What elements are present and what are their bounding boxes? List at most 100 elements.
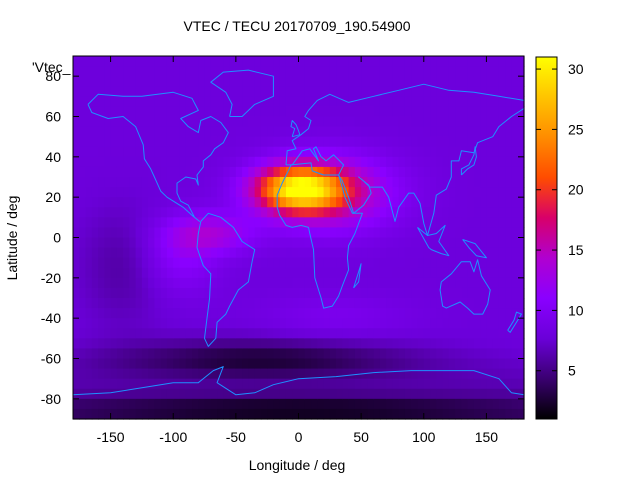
heatmap-cell: [336, 358, 343, 370]
heatmap-cell: [285, 318, 293, 329]
heatmap-cell: [336, 96, 343, 108]
heatmap-cell: [148, 197, 156, 208]
heatmap-cell: [430, 298, 437, 309]
heatmap-cell: [342, 368, 350, 380]
heatmap-cell: [392, 308, 400, 319]
heatmap-cell: [392, 187, 400, 198]
heatmap-cell: [91, 318, 99, 329]
heatmap-cell: [323, 267, 331, 279]
heatmap-cell: [304, 96, 312, 108]
heatmap-cell: [135, 257, 143, 269]
heatmap-cell: [417, 237, 425, 249]
heatmap-cell: [192, 287, 199, 299]
heatmap-cell: [354, 156, 362, 168]
heatmap-cell: [292, 106, 300, 118]
heatmap-cell: [448, 197, 456, 208]
heatmap-cell: [436, 56, 444, 67]
heatmap-cell: [398, 287, 406, 299]
heatmap-cell: [223, 177, 231, 188]
heatmap-cell: [361, 156, 368, 168]
heatmap-cell: [511, 247, 519, 259]
heatmap-cell: [467, 126, 475, 138]
heatmap-cell: [480, 257, 488, 269]
heatmap-cell: [423, 237, 431, 249]
heatmap-cell: [411, 76, 419, 87]
heatmap-cell: [386, 318, 394, 329]
heatmap-cell: [467, 76, 475, 87]
heatmap-cell: [480, 106, 488, 118]
heatmap-cell: [329, 257, 337, 269]
heatmap-cell: [311, 388, 318, 400]
heatmap-cell: [361, 398, 368, 410]
heatmap-cell: [210, 348, 218, 360]
heatmap-cell: [248, 86, 256, 97]
heatmap-cell: [348, 308, 356, 319]
heatmap-cell: [361, 76, 368, 87]
heatmap-cell: [173, 56, 181, 67]
heatmap-cell: [367, 227, 375, 239]
heatmap-cell: [285, 66, 293, 77]
heatmap-cell: [154, 398, 162, 410]
heatmap-cell: [267, 398, 275, 410]
heatmap-cell: [392, 368, 400, 380]
heatmap-cell: [367, 106, 375, 118]
heatmap-cell: [430, 368, 437, 380]
heatmap-cell: [248, 116, 256, 128]
heatmap-cell: [498, 106, 506, 118]
heatmap-cell: [254, 86, 262, 97]
heatmap-cell: [98, 76, 105, 87]
heatmap-cell: [160, 66, 168, 77]
heatmap-cell: [511, 388, 519, 400]
heatmap-cell: [505, 318, 513, 329]
heatmap-cell: [436, 257, 444, 269]
heatmap-cell: [480, 287, 488, 299]
heatmap-cell: [123, 328, 130, 339]
heatmap-cell: [160, 96, 168, 108]
heatmap-cell: [141, 146, 149, 158]
heatmap-cell: [235, 308, 243, 319]
heatmap-cell: [104, 227, 112, 239]
heatmap-cell: [367, 328, 375, 339]
heatmap-cell: [354, 207, 362, 218]
heatmap-cell: [235, 277, 243, 289]
heatmap-cell: [98, 257, 105, 269]
heatmap-cell: [160, 177, 168, 188]
heatmap-cell: [217, 298, 224, 309]
x-tick-label: -50: [226, 429, 246, 445]
heatmap-cell: [141, 136, 149, 148]
heatmap-cell: [505, 66, 513, 77]
heatmap-cell: [285, 388, 293, 400]
heatmap-cell: [267, 156, 275, 168]
heatmap-cell: [498, 156, 506, 168]
heatmap-cell: [79, 146, 87, 158]
heatmap-cell: [430, 318, 437, 329]
heatmap-cell: [235, 368, 243, 380]
y-tick-label: 0: [53, 230, 61, 246]
heatmap-cell: [166, 177, 174, 188]
heatmap-cell: [79, 398, 87, 410]
heatmap-cell: [285, 298, 293, 309]
heatmap-cell: [323, 217, 331, 229]
heatmap-cell: [480, 277, 488, 289]
heatmap-cell: [242, 247, 249, 259]
heatmap-cell: [292, 136, 300, 148]
heatmap-cell: [267, 126, 275, 138]
heatmap-cell: [492, 76, 500, 87]
heatmap-cell: [123, 368, 130, 380]
heatmap-cell: [298, 136, 306, 148]
heatmap-cell: [404, 257, 412, 269]
heatmap-cell: [79, 408, 87, 420]
heatmap-cell: [154, 368, 162, 380]
heatmap-cell: [229, 348, 237, 360]
heatmap-cell: [298, 318, 306, 329]
heatmap-cell: [148, 348, 156, 360]
heatmap-cell: [455, 358, 462, 370]
heatmap-cell: [517, 96, 525, 108]
heatmap-cell: [148, 146, 156, 158]
heatmap-cell: [480, 217, 488, 229]
heatmap-cell: [116, 247, 124, 259]
heatmap-cell: [467, 348, 475, 360]
heatmap-cell: [154, 257, 162, 269]
heatmap-cell: [517, 247, 525, 259]
heatmap-cell: [442, 338, 450, 350]
